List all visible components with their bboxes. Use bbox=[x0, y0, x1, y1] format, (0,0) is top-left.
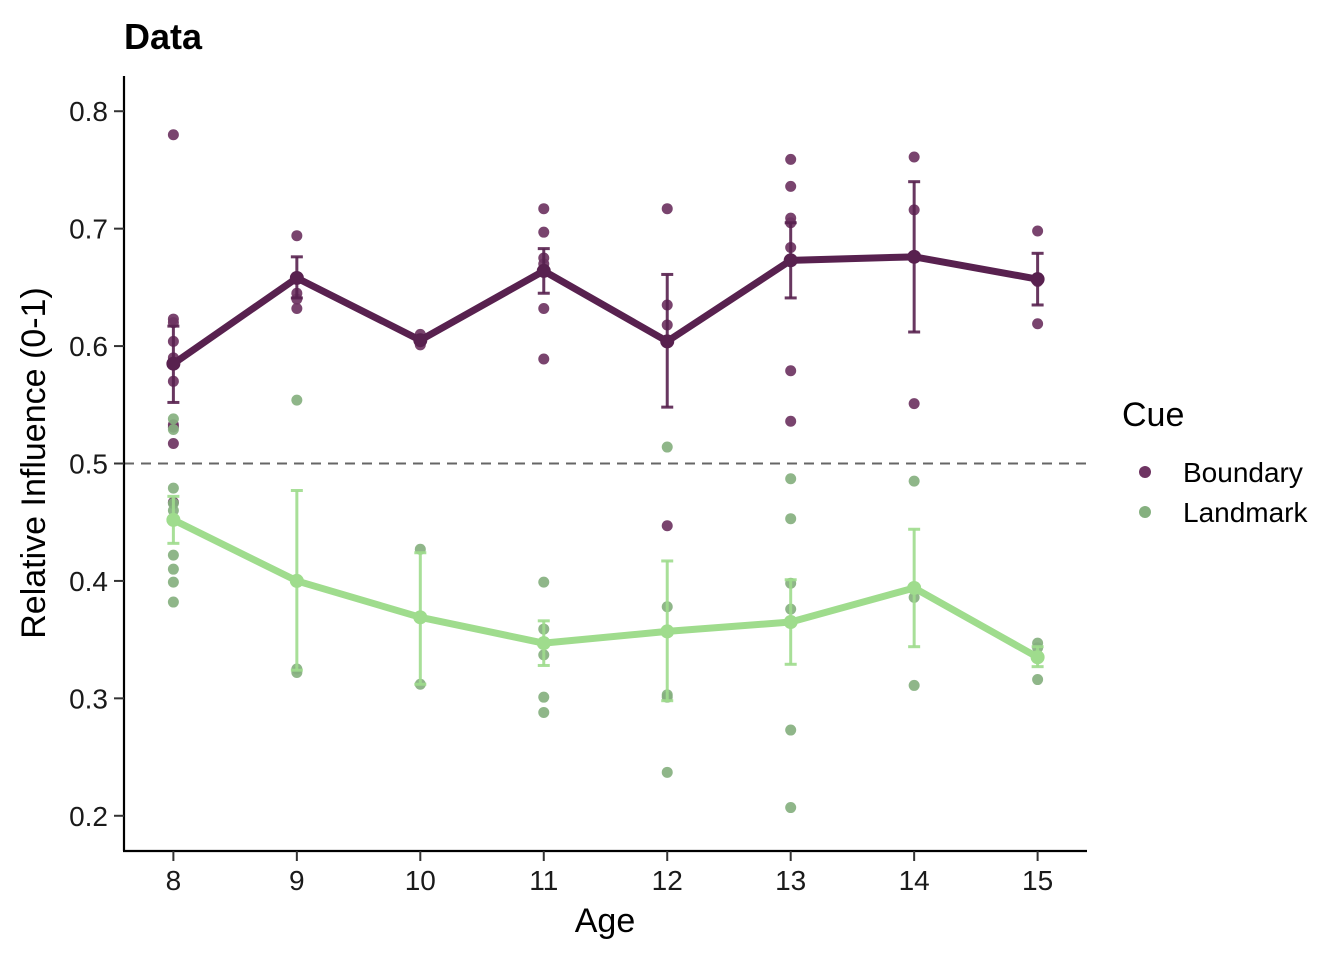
legend-label-landmark: Landmark bbox=[1183, 497, 1309, 528]
legend-key-boundary bbox=[1139, 466, 1151, 478]
data-point bbox=[291, 303, 303, 314]
mean-point bbox=[166, 512, 181, 527]
data-point bbox=[167, 413, 179, 425]
mean-point bbox=[907, 580, 922, 595]
data-point bbox=[167, 438, 179, 450]
x-tick-label: 11 bbox=[529, 865, 558, 896]
data-point bbox=[1032, 318, 1044, 330]
mean-point bbox=[783, 615, 798, 630]
mean-point bbox=[536, 636, 551, 651]
data-point bbox=[538, 706, 550, 718]
data-point bbox=[291, 394, 303, 406]
data-point bbox=[785, 513, 797, 525]
mean-point bbox=[289, 573, 304, 588]
mean-point bbox=[413, 333, 428, 348]
x-tick-label: 12 bbox=[652, 865, 683, 896]
data-point bbox=[785, 473, 797, 485]
x-tick-label: 10 bbox=[405, 865, 436, 896]
mean-point bbox=[536, 263, 551, 278]
data-point bbox=[661, 203, 673, 215]
mean-points-landmark bbox=[166, 512, 1045, 665]
data-point bbox=[908, 475, 920, 487]
legend-label-boundary: Boundary bbox=[1183, 457, 1303, 488]
mean-point bbox=[783, 253, 798, 268]
data-point bbox=[167, 129, 179, 141]
data-point bbox=[785, 802, 797, 814]
data-point bbox=[1032, 674, 1044, 686]
x-tick-label: 14 bbox=[899, 865, 930, 896]
data-point bbox=[785, 153, 797, 165]
data-point bbox=[785, 180, 797, 192]
data-point bbox=[167, 563, 179, 575]
data-point bbox=[538, 203, 550, 215]
x-axis-title: Age bbox=[575, 902, 636, 940]
x-tick-label: 15 bbox=[1022, 865, 1053, 896]
y-tick-label: 0.2 bbox=[69, 801, 108, 832]
legend-title: Cue bbox=[1122, 396, 1184, 434]
data-point bbox=[167, 482, 179, 494]
x-axis-ticks: 8 9 10 11 12 13 14 15 bbox=[166, 851, 1053, 896]
x-tick-label: 8 bbox=[166, 865, 182, 896]
y-tick-label: 0.7 bbox=[69, 214, 108, 245]
data-point bbox=[538, 576, 550, 588]
mean-point bbox=[1030, 272, 1045, 287]
data-point bbox=[785, 365, 797, 377]
y-axis-ticks: 0.2 0.3 0.4 0.5 0.6 0.7 0.8 bbox=[69, 96, 124, 832]
data-point bbox=[908, 398, 920, 410]
data-point bbox=[1032, 225, 1044, 237]
data-point bbox=[908, 151, 920, 163]
mean-point bbox=[907, 249, 922, 264]
data-point bbox=[785, 415, 797, 427]
mean-point bbox=[166, 356, 181, 371]
data-point bbox=[291, 230, 303, 242]
data-point bbox=[167, 596, 179, 608]
chart-title: Data bbox=[124, 16, 203, 57]
data-point bbox=[167, 576, 179, 588]
y-axis-title: Relative Influence (0-1) bbox=[15, 287, 53, 639]
data-point bbox=[661, 441, 673, 453]
data-point bbox=[661, 520, 673, 532]
legend-key-landmark bbox=[1139, 506, 1151, 518]
mean-points-boundary bbox=[166, 249, 1045, 371]
mean-point bbox=[1030, 650, 1045, 665]
data-point bbox=[661, 766, 673, 778]
series-line-landmark bbox=[169, 516, 1042, 661]
mean-point bbox=[660, 624, 675, 639]
data-point bbox=[538, 691, 550, 703]
data-point bbox=[167, 549, 179, 561]
mean-point bbox=[289, 270, 304, 285]
y-tick-label: 0.5 bbox=[69, 449, 108, 480]
plot-area bbox=[124, 129, 1087, 814]
y-tick-label: 0.8 bbox=[69, 96, 108, 127]
points-boundary bbox=[167, 129, 1044, 532]
data-point bbox=[167, 423, 179, 435]
mean-point bbox=[413, 610, 428, 625]
data-point bbox=[538, 303, 550, 314]
data-point bbox=[538, 226, 550, 238]
y-tick-label: 0.6 bbox=[69, 331, 108, 362]
data-point bbox=[908, 679, 920, 691]
series-line-boundary bbox=[169, 253, 1042, 368]
data-point bbox=[538, 353, 550, 365]
mean-point bbox=[660, 334, 675, 349]
legend: Cue Boundary Landmark bbox=[1122, 396, 1309, 528]
y-tick-label: 0.4 bbox=[69, 566, 108, 597]
x-tick-label: 9 bbox=[289, 865, 305, 896]
x-tick-label: 13 bbox=[775, 865, 806, 896]
legend-items: Boundary Landmark bbox=[1139, 457, 1309, 528]
data-point bbox=[785, 724, 797, 736]
points-landmark bbox=[167, 394, 1044, 814]
y-tick-label: 0.3 bbox=[69, 683, 108, 714]
